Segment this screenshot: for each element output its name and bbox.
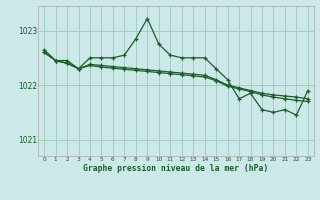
X-axis label: Graphe pression niveau de la mer (hPa): Graphe pression niveau de la mer (hPa) bbox=[84, 164, 268, 173]
